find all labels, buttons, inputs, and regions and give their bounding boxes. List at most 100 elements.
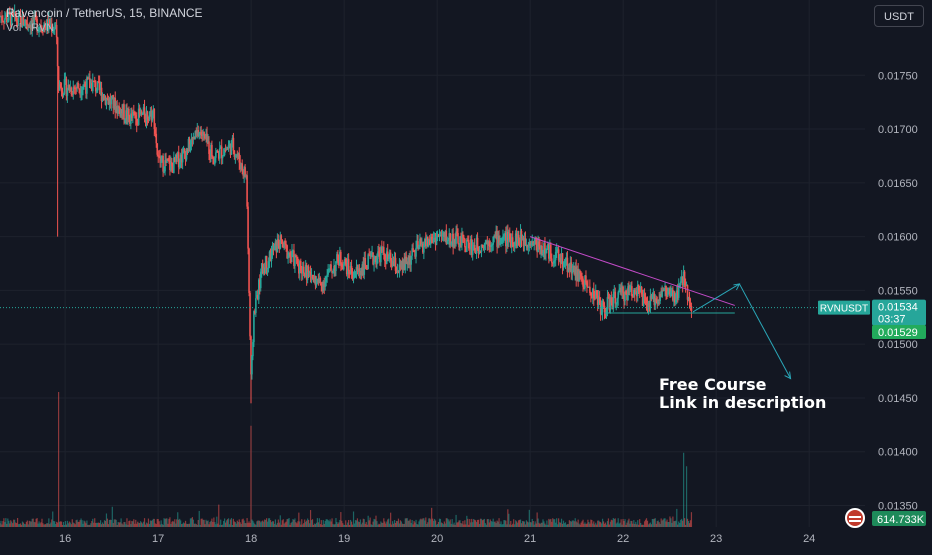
volume-bar [557,524,559,527]
candle-body [356,267,359,271]
volume-bar [266,518,268,527]
volume-bar [487,518,489,527]
candle-body [476,237,479,250]
volume-bar [507,509,509,527]
volume-bar [196,524,198,527]
volume-bar [249,523,251,527]
volume-bar [312,524,315,527]
candle-body [360,270,363,276]
candle-body [211,144,213,157]
volume-bar [665,521,667,527]
volume-bar [248,521,250,527]
volume-bar [149,520,151,527]
last-price-tag [872,299,926,326]
candle-body [348,271,351,274]
volume-bar [538,522,540,527]
volume-bar [599,521,601,527]
candle-body [422,243,424,253]
volume-bar [188,523,191,527]
volume-bar [620,519,622,527]
candle-body [274,241,277,246]
candle-body [55,24,58,38]
volume-bar [600,522,602,527]
volume-bar [524,524,527,527]
volume-bar [506,524,508,527]
volume-bar [179,518,181,527]
candle-body [681,276,684,286]
candle-body [310,275,313,277]
volume-bar [135,519,137,527]
candle-body [416,241,418,248]
candle-body [386,251,389,259]
volume-bar [316,518,318,527]
candle-body [503,235,505,237]
candle-body [653,293,656,306]
candle-body [435,236,438,245]
candle-body [186,148,189,153]
volume-bar [242,518,244,527]
candle-body [646,303,649,310]
volume-bar [118,522,120,527]
volume-bar [22,522,25,527]
volume-bar [578,523,580,527]
volume-bar [445,518,447,527]
candle-body [499,241,501,244]
candle-body [177,152,180,168]
volume-bar [573,521,575,527]
volume-bar [367,515,369,527]
candle-body [670,291,672,297]
currency-button[interactable]: USDT [874,5,924,27]
volume-bar [678,521,680,527]
volume-bar [676,508,678,527]
candle-body [690,305,693,312]
candle-body [467,240,470,249]
volume-bar [163,518,165,527]
candle-body [673,292,675,301]
volume-bar [642,524,644,527]
candle-body [199,131,202,133]
candle-body [251,356,253,375]
volume-bar [327,520,329,527]
volume-bar [129,520,131,527]
candle-body [642,293,645,306]
candle-body [46,19,48,31]
volume-bar [34,522,36,527]
volume-bar [684,518,686,527]
volume-bar [168,518,170,527]
volume-bar [235,523,237,527]
candle-body [668,288,670,292]
volume-bar [344,524,346,527]
volume-bar [107,524,110,527]
candle-body [168,160,170,162]
volume-bar [300,524,302,527]
volume-bar [201,518,203,527]
volume-bar [385,523,387,527]
volume-bar [564,522,567,527]
volume-bar [151,520,153,527]
volume-bar [165,518,167,527]
volume-bar [383,518,385,527]
volume-bar [124,522,126,527]
candle-body [14,11,17,19]
volume-bar [401,523,403,527]
volume-bar [558,518,560,527]
candle-body [261,263,264,274]
volume-bar [128,521,130,527]
volume-bar [334,524,336,527]
candle-body [407,261,410,265]
candle-body [143,107,146,119]
candle-body [352,277,355,280]
volume-bar [614,518,616,527]
candle-body [528,242,531,246]
volume-bar [270,522,273,527]
volume-bar [443,521,445,527]
volume-bar [447,519,449,527]
candle-body [74,87,76,89]
volume-bar [439,518,442,527]
candle-body [593,298,596,300]
volume-bar [451,519,453,527]
candle-body [687,297,690,300]
volume-bar [222,524,224,527]
